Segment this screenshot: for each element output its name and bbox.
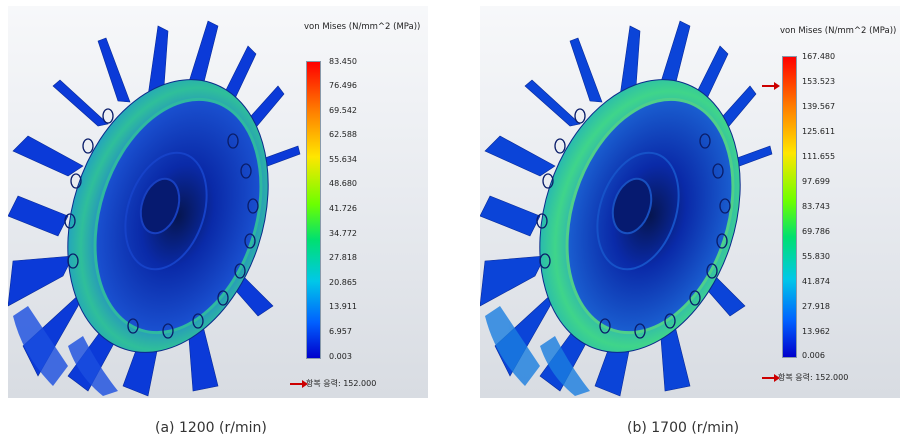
yield-strength-indicator: 항복 응력: 152.000: [762, 372, 848, 383]
result-panel-a: von Mises (N/mm^2 (MPa)) 83.450 76.496 6…: [8, 6, 428, 398]
arrow-icon: [762, 373, 780, 382]
scale-tick: 41.874: [802, 277, 830, 286]
scale-tick: 76.496: [329, 81, 357, 90]
scale-tick: 0.006: [802, 351, 825, 360]
scale-tick: 111.655: [802, 152, 836, 161]
scale-tick: 6.957: [329, 327, 352, 336]
caption-b: (b) 1700 (r/min): [627, 420, 740, 436]
arrow-icon: [290, 379, 308, 388]
scale-tick: 62.588: [329, 130, 357, 139]
yield-strength-label: 항복 응력: 152.000: [306, 379, 377, 388]
scale-tick: 55.634: [329, 155, 357, 164]
impeller-stress-model-b: [480, 20, 773, 397]
caption-a: (a) 1200 (r/min): [155, 420, 267, 436]
scale-tick: 125.611: [802, 127, 836, 136]
scale-tick: 69.786: [802, 227, 830, 236]
scale-tick: 69.542: [329, 106, 357, 115]
scale-tick: 167.480: [802, 52, 836, 61]
legend-title: von Mises (N/mm^2 (MPa)): [304, 22, 421, 32]
scale-tick: 0.003: [329, 352, 352, 361]
scale-tick: 27.818: [329, 253, 357, 262]
result-panel-b: von Mises (N/mm^2 (MPa)) 167.480 153.523…: [480, 6, 900, 398]
color-scale-bar: [306, 61, 321, 359]
color-scale-bar: [782, 56, 797, 358]
scale-tick: 83.743: [802, 202, 830, 211]
scale-tick: 139.567: [802, 102, 836, 111]
scale-tick: 48.680: [329, 179, 357, 188]
scale-tick: 27.918: [802, 302, 830, 311]
scale-tick: 20.865: [329, 278, 357, 287]
scale-tick: 41.726: [329, 204, 357, 213]
yield-strength-label: 항복 응력: 152.000: [778, 373, 849, 382]
legend-title: von Mises (N/mm^2 (MPa)): [780, 26, 897, 36]
scale-tick: 97.699: [802, 177, 830, 186]
impeller-stress-model-a: [8, 20, 301, 397]
scale-tick: 13.962: [802, 327, 830, 336]
scale-tick: 13.911: [329, 302, 357, 311]
yield-strength-indicator: 항복 응력: 152.000: [290, 378, 376, 389]
scale-tick: 34.772: [329, 229, 357, 238]
scale-tick: 83.450: [329, 57, 357, 66]
scale-tick: 153.523: [802, 77, 836, 86]
scale-tick: 55.830: [802, 252, 830, 261]
yield-marker-arrow-icon: [762, 82, 780, 90]
